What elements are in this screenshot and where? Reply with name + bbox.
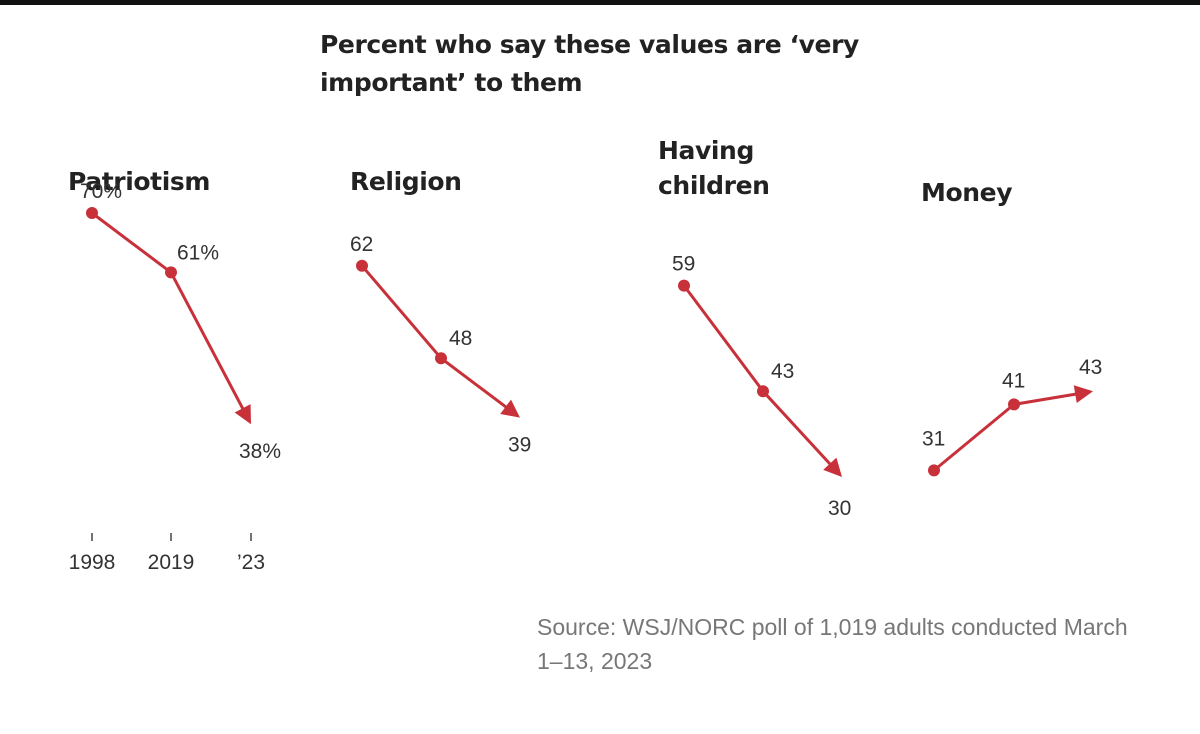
point-3-1: [1008, 398, 1020, 411]
value-label-1-2: 39: [508, 434, 531, 457]
value-label-1-0: 62: [350, 233, 373, 256]
value-label-0-2: 38%: [239, 440, 281, 463]
point-2-1: [757, 385, 769, 398]
arrowhead-1: [500, 399, 520, 418]
x-tick-label-2: ’23: [237, 551, 265, 574]
value-label-3-2: 43: [1079, 356, 1102, 379]
value-label-1-1: 48: [449, 327, 472, 350]
segment-3-1: [1013, 392, 1078, 406]
segment-1-1: [440, 357, 509, 410]
panel-1: Religion 62 48 39: [350, 167, 531, 457]
panel-title-2: Having children: [658, 136, 770, 200]
panel-2: Having children 59 43 30: [658, 136, 851, 520]
arrowhead-0: [234, 404, 251, 425]
arrowhead-3: [1073, 385, 1093, 404]
point-3-0: [928, 464, 940, 477]
point-2-0: [678, 279, 690, 292]
chart-title: Percent who say these values are ‘very i…: [320, 30, 859, 97]
value-label-3-0: 31: [922, 427, 945, 450]
source-note: Source: WSJ/NORC poll of 1,019 adults co…: [537, 614, 1128, 674]
x-tick-label-0: 1998: [69, 551, 116, 574]
point-1-0: [356, 259, 368, 272]
value-label-0-1: 61%: [177, 241, 219, 264]
panel-title-1: Religion: [350, 167, 462, 196]
panel-title-0: Patriotism: [68, 167, 210, 196]
value-label-2-2: 30: [828, 497, 851, 520]
top-border: [0, 0, 1200, 5]
value-label-3-1: 41: [1002, 369, 1025, 392]
value-label-2-0: 59: [672, 253, 695, 276]
segment-1-0: [360, 264, 443, 360]
segment-0-1: [169, 271, 245, 411]
segment-3-0: [933, 403, 1015, 472]
segment-0-0: [91, 211, 172, 274]
arrowhead-2: [823, 457, 842, 477]
point-1-1: [435, 352, 447, 365]
segment-2-1: [761, 390, 833, 467]
panel-3: Money 31 41 43: [921, 178, 1102, 477]
point-0-0: [86, 207, 98, 219]
value-label-0-0: 70%: [80, 180, 122, 203]
point-0-1: [165, 266, 177, 279]
segment-2-0: [682, 284, 765, 393]
value-label-2-1: 43: [771, 360, 794, 383]
panel-title-3: Money: [921, 178, 1012, 207]
x-tick-label-1: 2019: [148, 551, 195, 574]
